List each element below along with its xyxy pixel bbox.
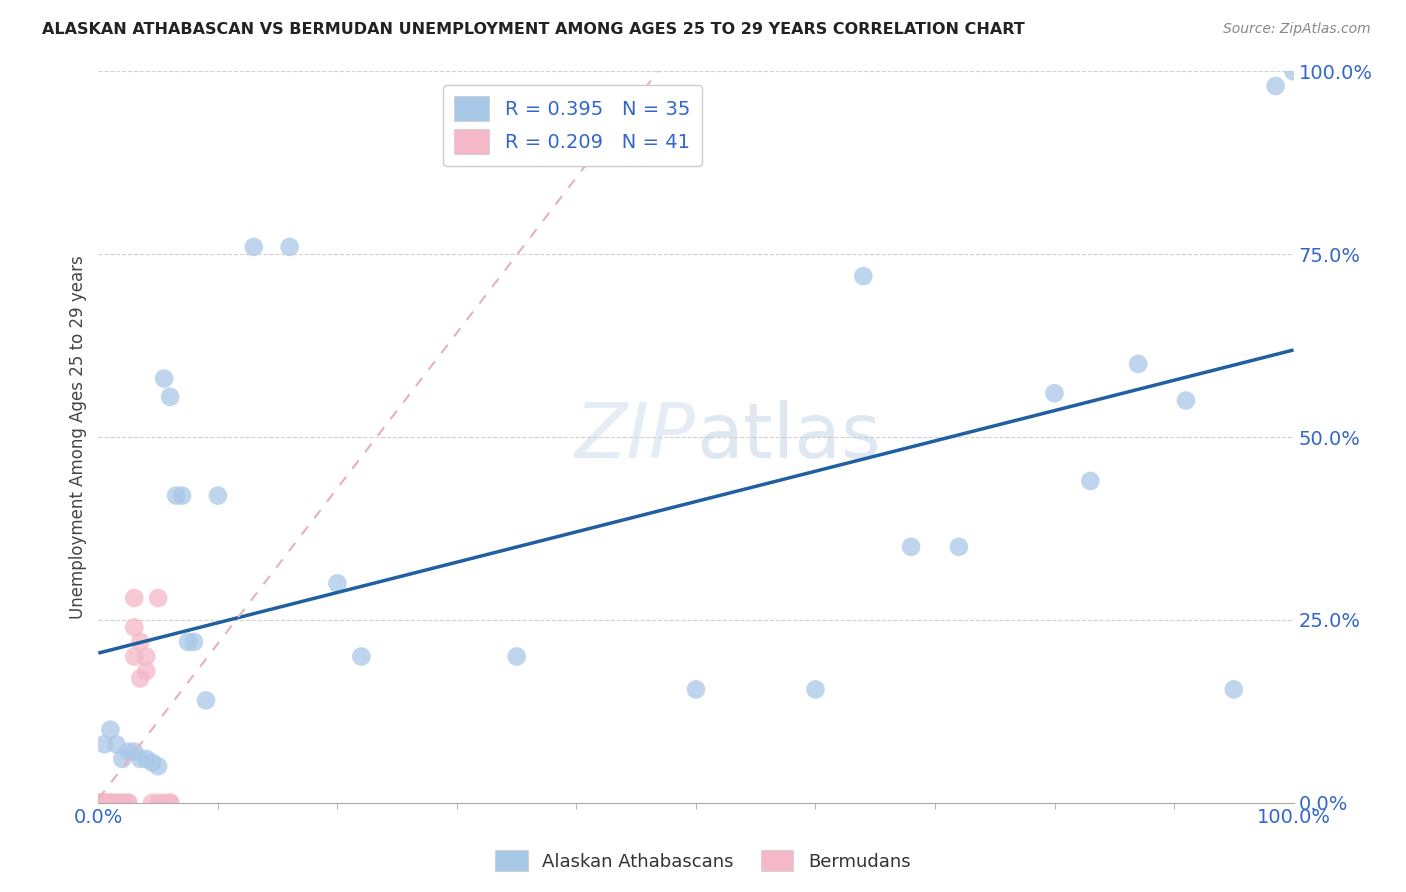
Point [87,796,110,810]
Point [87,796,110,810]
Point [98,796,122,810]
Point [129,635,152,649]
Point [135,649,157,664]
Point [87,796,110,810]
Point [93,796,115,810]
Point [87,796,110,810]
Legend: Alaskan Athabascans, Bermudans: Alaskan Athabascans, Bermudans [488,843,918,879]
Point [900,540,922,554]
Point [948,540,970,554]
Text: Source: ZipAtlas.com: Source: ZipAtlas.com [1223,22,1371,37]
Point [153,371,176,385]
Point [135,664,157,678]
Point [148,759,170,773]
Point [87,796,110,810]
Point [141,796,163,810]
Point [93,796,115,810]
Point [87,796,110,810]
Point [148,796,170,810]
Point [141,756,163,770]
Point [87,796,110,810]
Point [159,390,181,404]
Point [183,635,205,649]
Point [1282,64,1305,78]
Point [1043,386,1066,401]
Point [159,796,181,810]
Point [685,682,707,697]
Point [111,752,134,766]
Point [105,737,128,751]
Point [148,591,170,605]
Point [87,796,110,810]
Point [278,240,301,254]
Point [105,796,128,810]
Point [1264,78,1286,93]
Point [117,796,139,810]
Point [111,796,134,810]
Point [93,796,115,810]
Point [506,649,529,664]
Text: atlas: atlas [696,401,880,474]
Point [153,796,176,810]
Point [117,745,139,759]
Text: ALASKAN ATHABASCAN VS BERMUDAN UNEMPLOYMENT AMONG AGES 25 TO 29 YEARS CORRELATIO: ALASKAN ATHABASCAN VS BERMUDAN UNEMPLOYM… [42,22,1025,37]
Point [87,796,110,810]
Point [129,752,152,766]
Legend: R = 0.395   N = 35, R = 0.209   N = 41: R = 0.395 N = 35, R = 0.209 N = 41 [443,85,702,166]
Point [165,489,187,503]
Y-axis label: Unemployment Among Ages 25 to 29 years: Unemployment Among Ages 25 to 29 years [69,255,87,619]
Point [87,796,110,810]
Point [326,576,349,591]
Point [172,489,194,503]
Point [98,723,122,737]
Point [111,796,134,810]
Point [93,796,115,810]
Point [98,796,122,810]
Point [129,672,152,686]
Point [804,682,827,697]
Point [98,796,122,810]
Point [159,796,181,810]
Point [87,796,110,810]
Point [87,796,110,810]
Point [87,796,110,810]
Point [243,240,266,254]
Point [177,635,200,649]
Point [87,796,110,810]
Point [1080,474,1102,488]
Point [124,745,146,759]
Point [852,269,875,284]
Text: ZIP: ZIP [575,401,696,474]
Point [124,591,146,605]
Point [93,737,115,751]
Point [135,752,157,766]
Point [195,693,218,707]
Point [207,489,229,503]
Point [1128,357,1150,371]
Point [1223,682,1246,697]
Point [1175,393,1198,408]
Point [105,796,128,810]
Point [350,649,373,664]
Point [124,649,146,664]
Point [124,620,146,634]
Point [117,796,139,810]
Point [87,796,110,810]
